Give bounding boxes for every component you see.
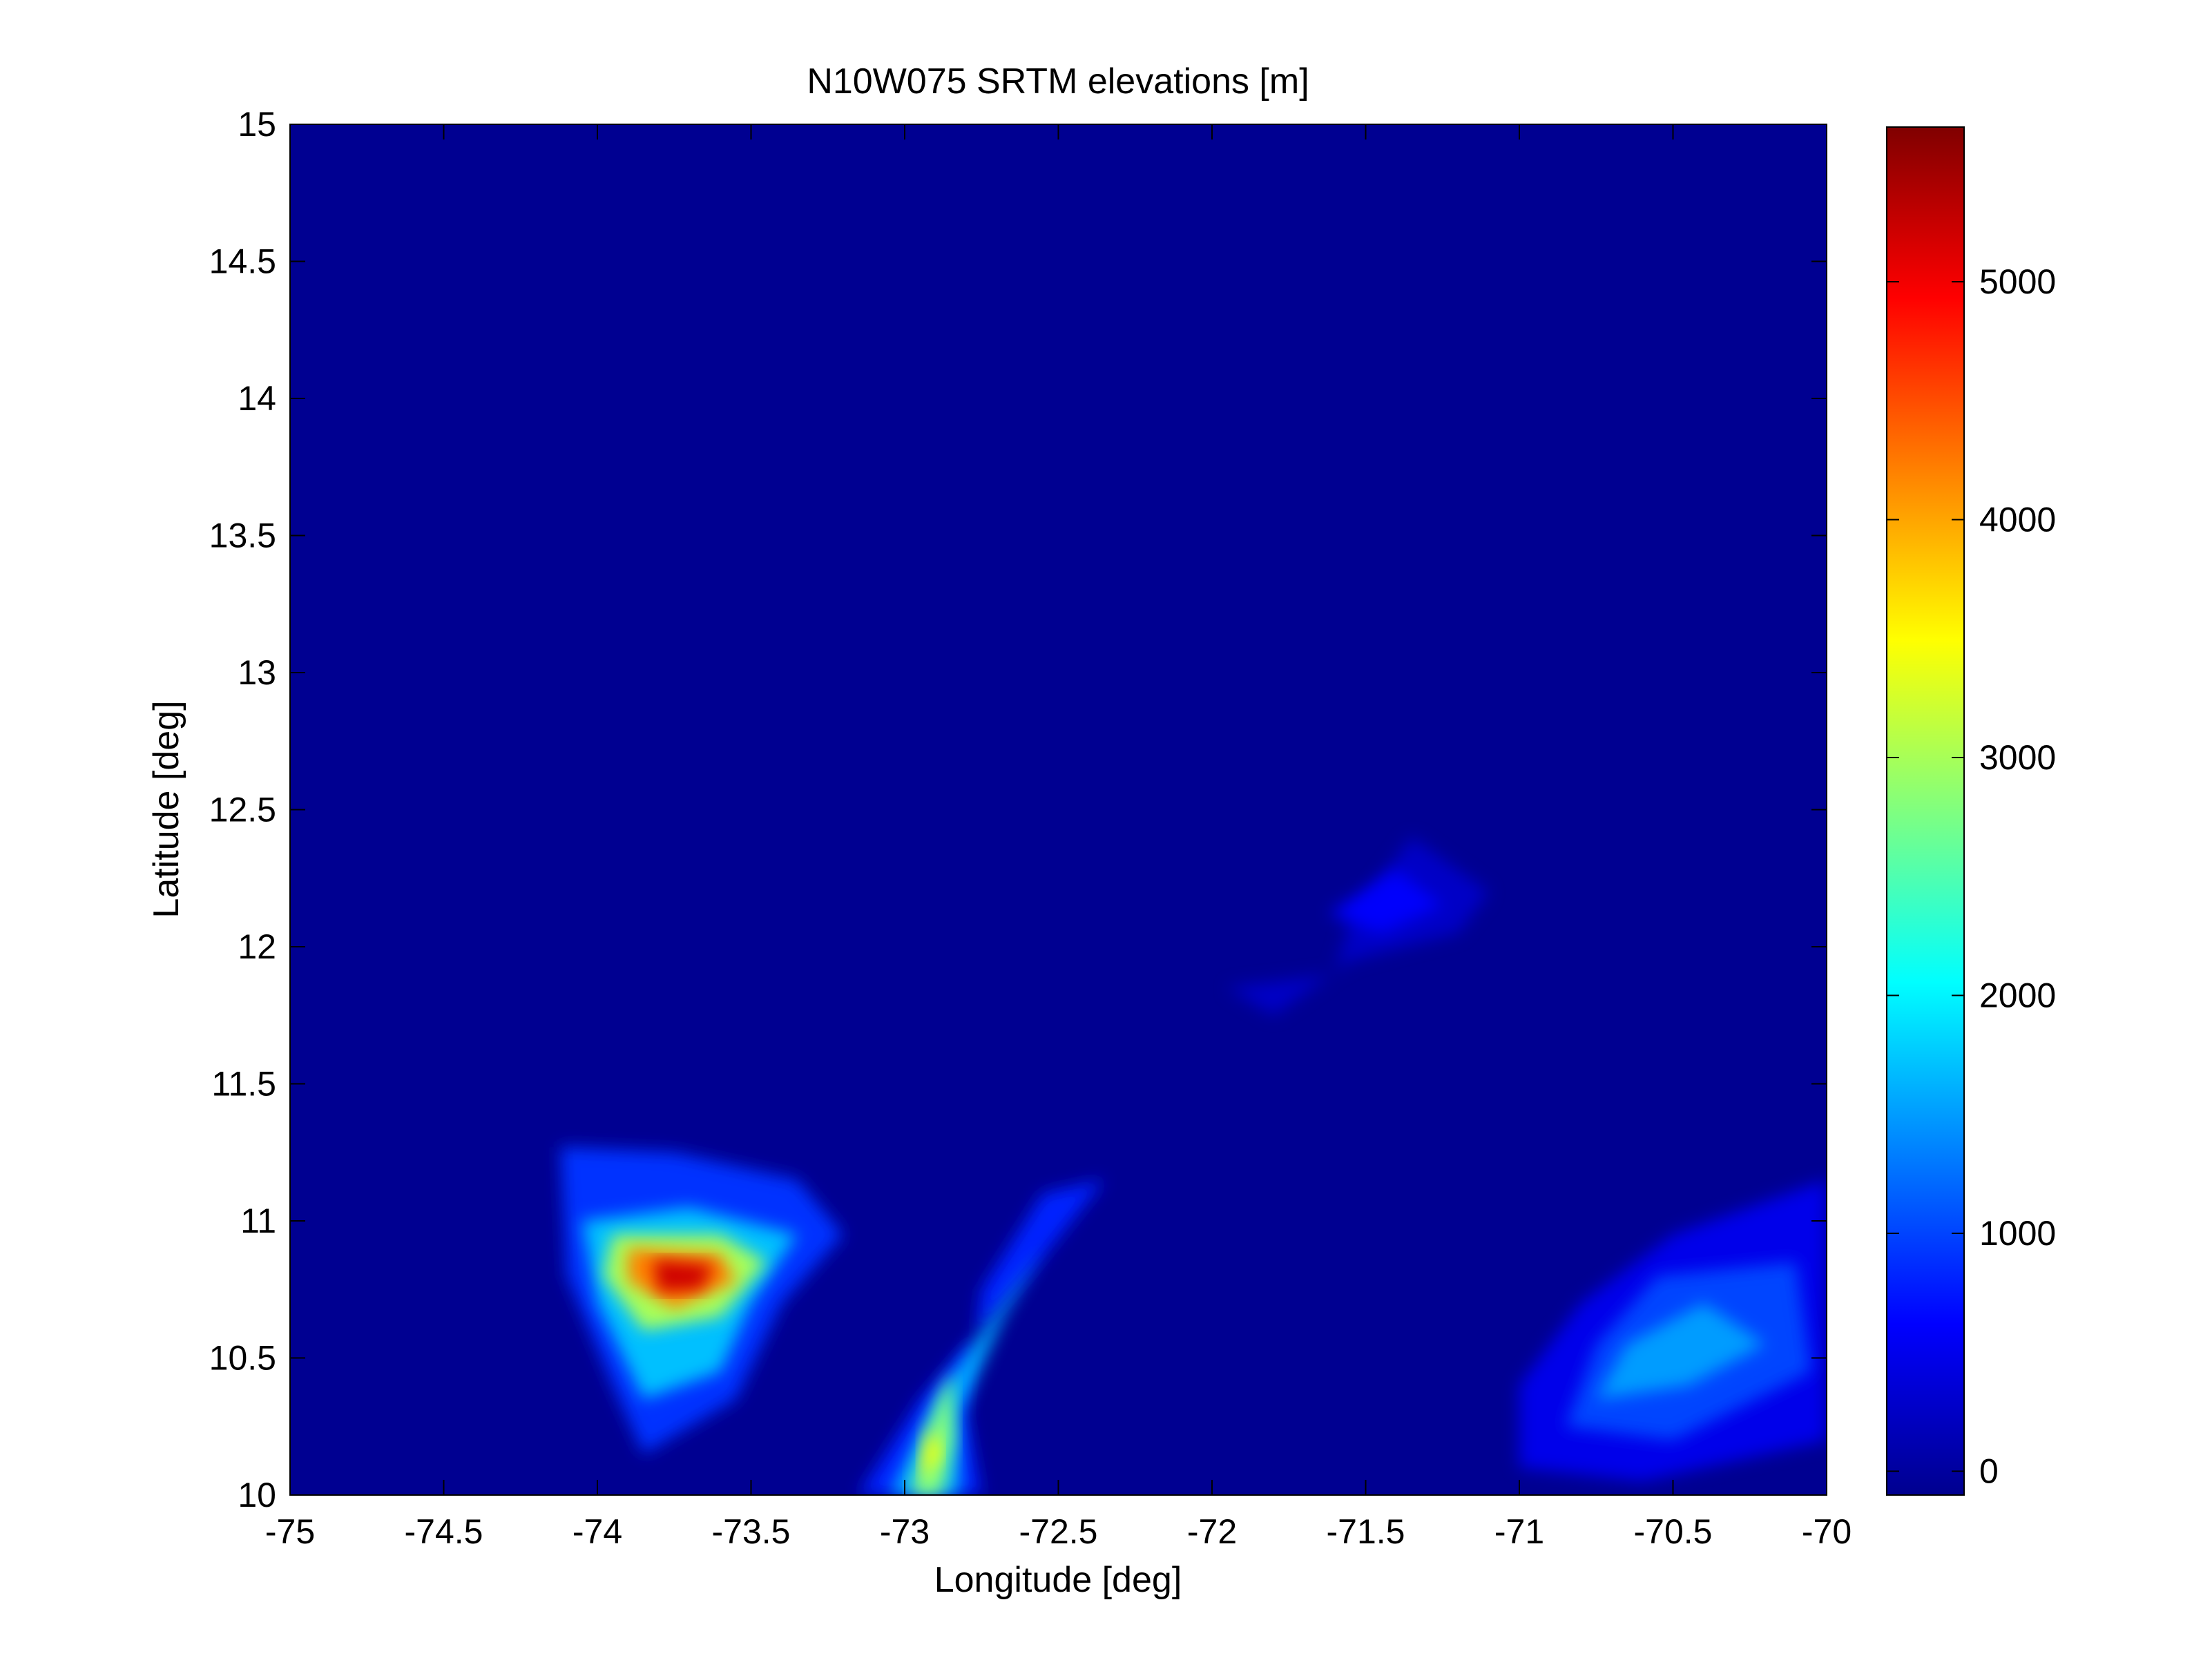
x-axis-tick-labels: -75 -74.5 -74 -73.5 -73 -72.5 -72 -71.5 -71 -70.5… bbox=[265, 1512, 1852, 1551]
colorbar-ticks: 0 1000 2000 3000 4000 5000 bbox=[1887, 262, 2056, 1491]
y-axis-label: Latitude [deg] bbox=[146, 700, 186, 918]
perija-peak bbox=[920, 1426, 942, 1482]
elevation-map bbox=[290, 124, 1827, 1495]
x-tick-label: -72.5 bbox=[1019, 1512, 1098, 1551]
y-tick-label: 14 bbox=[238, 379, 276, 418]
x-tick-label: -70 bbox=[1802, 1512, 1852, 1551]
colorbar-tick-label: 5000 bbox=[1979, 262, 2056, 301]
colorbar-fill bbox=[1887, 127, 1964, 1495]
sea-level-fill bbox=[290, 124, 1827, 1495]
colorbar-tick-label: 1000 bbox=[1979, 1214, 2056, 1253]
guajira-highlands-core bbox=[1329, 869, 1443, 934]
x-tick-label: -71.5 bbox=[1327, 1512, 1405, 1551]
x-tick-label: -71 bbox=[1494, 1512, 1544, 1551]
plot-area bbox=[289, 124, 1827, 1496]
y-tick-label: 13.5 bbox=[209, 517, 276, 555]
x-axis-label: Longitude [deg] bbox=[934, 1560, 1182, 1600]
x-tick-label: -74 bbox=[573, 1512, 622, 1551]
x-tick-label: -70.5 bbox=[1634, 1512, 1713, 1551]
x-tick-label: -73 bbox=[880, 1512, 930, 1551]
perija-range-high bbox=[910, 1371, 954, 1495]
colorbar-tick-label: 2000 bbox=[1979, 976, 2056, 1015]
x-axis-ticks bbox=[289, 124, 1827, 1495]
y-axis-tick-labels: 10 10.5 11 11.5 12 12.5 13 13.5 14 14.5 15 bbox=[209, 105, 276, 1514]
x-tick-label: -73.5 bbox=[712, 1512, 791, 1551]
plot-frame bbox=[289, 124, 1827, 1496]
y-tick-label: 11.5 bbox=[211, 1065, 276, 1103]
y-tick-label: 12.5 bbox=[209, 791, 276, 829]
y-tick-label: 11 bbox=[240, 1202, 276, 1240]
colorbar: 0 1000 2000 3000 4000 5000 bbox=[1886, 126, 2056, 1496]
falcon-range-high bbox=[1596, 1303, 1765, 1400]
colorbar-tick-label: 4000 bbox=[1979, 500, 2056, 539]
guajira-highlands bbox=[1227, 837, 1489, 1016]
y-tick-label: 10 bbox=[238, 1476, 276, 1514]
x-tick-label: -75 bbox=[265, 1512, 315, 1551]
y-tick-label: 10.5 bbox=[209, 1339, 276, 1378]
chart-title: N10W075 SRTM elevations [m] bbox=[807, 61, 1309, 102]
y-tick-label: 14.5 bbox=[209, 242, 276, 281]
colorbar-tick-label: 3000 bbox=[1979, 738, 2056, 777]
x-tick-label: -74.5 bbox=[405, 1512, 483, 1551]
colorbar-tick-label: 0 bbox=[1979, 1452, 1999, 1491]
y-tick-label: 15 bbox=[238, 105, 276, 144]
x-tick-label: -72 bbox=[1187, 1512, 1237, 1551]
y-tick-label: 13 bbox=[238, 653, 276, 692]
santa-marta-summit bbox=[653, 1259, 715, 1293]
colorbar-frame bbox=[1886, 126, 1965, 1496]
y-tick-label: 12 bbox=[238, 927, 276, 966]
perija-range bbox=[858, 1179, 1105, 1495]
